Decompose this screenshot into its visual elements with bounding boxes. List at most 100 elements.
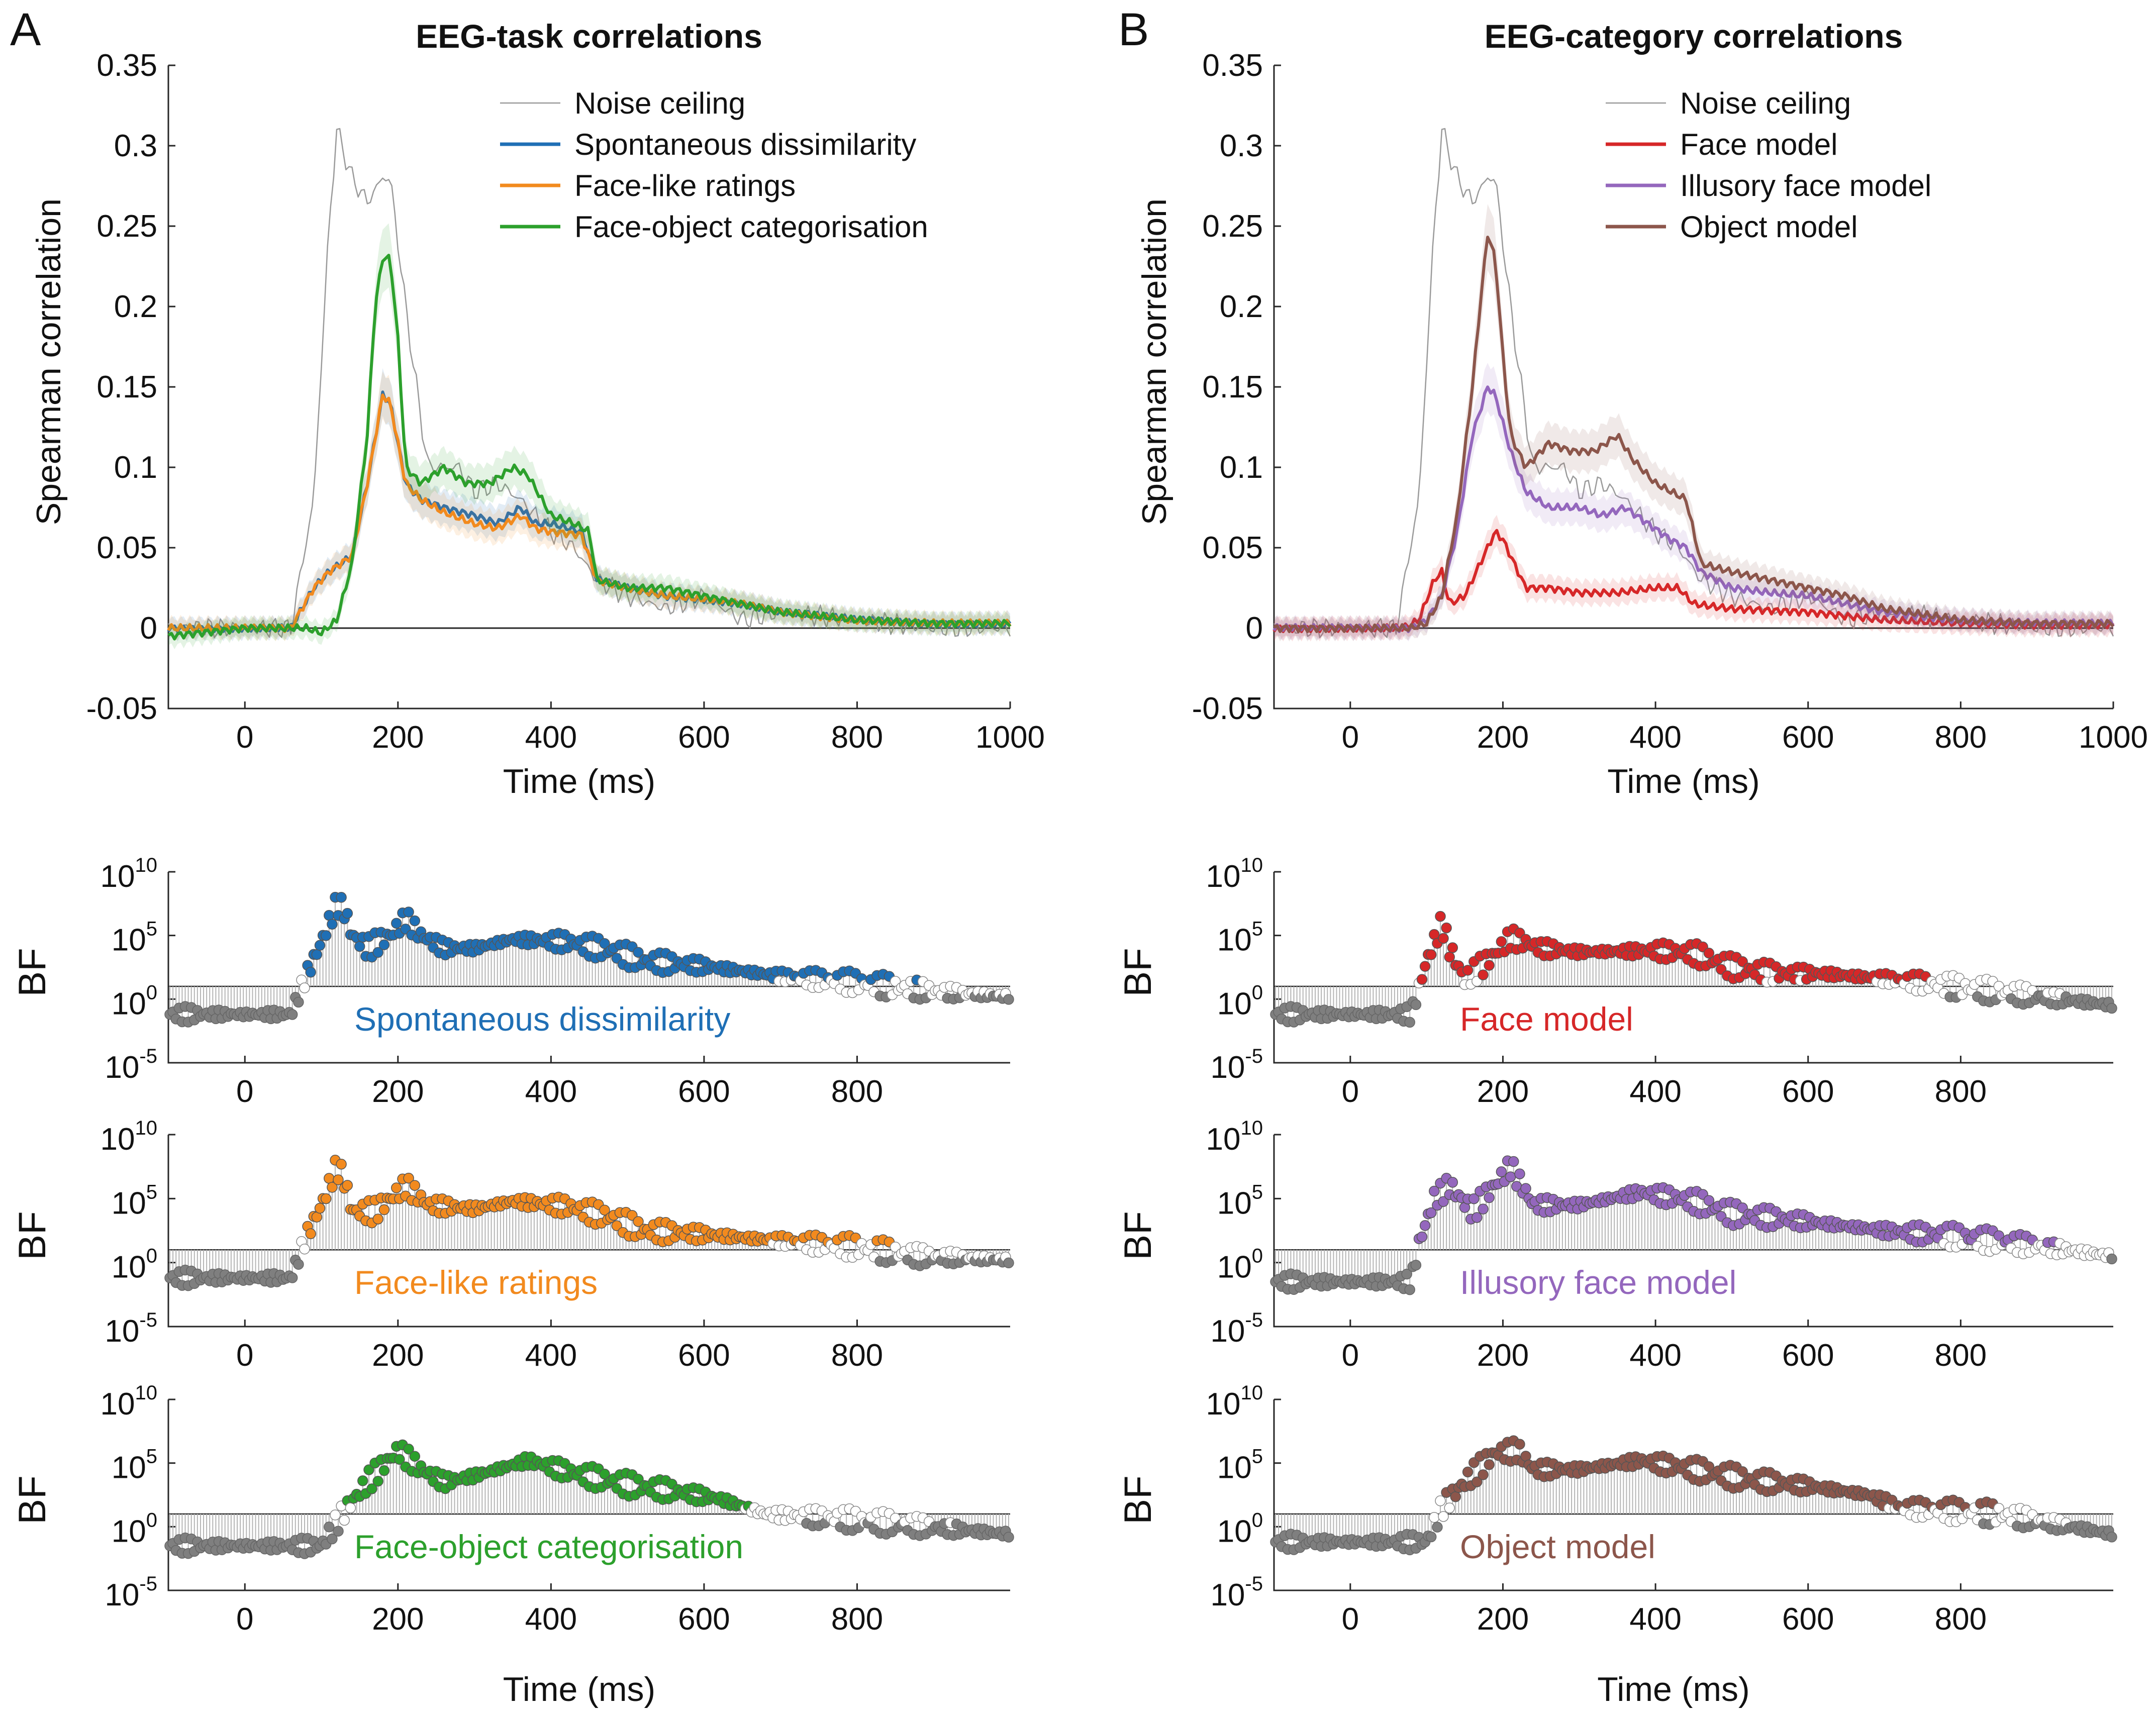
x-tick-label: 1000 bbox=[2079, 720, 2148, 755]
y-tick-label: 10-5 bbox=[105, 1573, 157, 1612]
x-tick-label: 600 bbox=[678, 1074, 730, 1109]
y-tick-label: 10-5 bbox=[1210, 1573, 1263, 1612]
bf-point bbox=[1484, 1459, 1495, 1470]
x-tick-label: 800 bbox=[1935, 1074, 1987, 1109]
bf-point bbox=[409, 915, 421, 927]
bf-point bbox=[342, 907, 353, 919]
y-tick-label: 0.35 bbox=[1202, 48, 1263, 83]
y-tick-label: 1010 bbox=[101, 854, 157, 894]
correlation-chart-b: -0.05 0 0.05 0.1 0.15 0.2 0.25 0.3 0.35 0 200 400 60… bbox=[1135, 48, 2148, 800]
y-tick-label: 10-5 bbox=[1210, 1045, 1263, 1085]
bf-point bbox=[633, 1216, 644, 1227]
bf-point bbox=[1472, 1476, 1483, 1487]
x-tick-label: 600 bbox=[1782, 720, 1834, 755]
bf-point bbox=[1450, 1491, 1461, 1502]
bf-point bbox=[1737, 1466, 1748, 1477]
x-tick-label: 600 bbox=[678, 1602, 730, 1637]
bf-point bbox=[305, 1228, 316, 1240]
y-tick-label: 0.35 bbox=[96, 48, 157, 83]
panel-letter-b: B bbox=[1118, 4, 1149, 55]
x-tick-label: 800 bbox=[1935, 1338, 1987, 1373]
y-tick-label: 0.05 bbox=[96, 531, 157, 565]
series-caption: Illusory face model bbox=[1460, 1264, 1736, 1301]
y-tick-label: 100 bbox=[112, 981, 157, 1021]
x-tick-label: 0 bbox=[236, 1602, 253, 1637]
bf-point bbox=[366, 1483, 377, 1494]
y-tick-label: 0 bbox=[140, 611, 157, 646]
bf-point bbox=[2106, 1002, 2117, 1014]
x-tick-label: 400 bbox=[525, 1074, 577, 1109]
panel-title-b: EEG-category correlations bbox=[1485, 18, 1903, 55]
series-caption: Object model bbox=[1460, 1528, 1655, 1565]
bf-point bbox=[1484, 960, 1495, 971]
bf-point bbox=[403, 1444, 414, 1455]
bf-chart-b2: 1010 105 100 10-5 0 200 400 600 800 BF Illusory fa… bbox=[1117, 1117, 2117, 1373]
x-tick-label: 0 bbox=[236, 1074, 253, 1109]
bf-point bbox=[330, 1509, 341, 1521]
y-tick-label: 0.2 bbox=[114, 289, 157, 324]
bf-point bbox=[327, 1533, 338, 1545]
bf-point bbox=[1468, 1193, 1480, 1204]
bf-point bbox=[1435, 1495, 1446, 1506]
bf-point bbox=[286, 1272, 298, 1283]
x-tick-label: 600 bbox=[1782, 1338, 1834, 1373]
bf-point bbox=[394, 1454, 405, 1465]
y-tick-label: 0.2 bbox=[1220, 289, 1263, 324]
y-tick-label: 100 bbox=[1217, 981, 1263, 1021]
y-tick-label: 105 bbox=[1217, 1446, 1263, 1485]
y-tick-label: 100 bbox=[112, 1245, 157, 1285]
bf-point bbox=[314, 1202, 326, 1214]
bf-chart-a3: 1010 105 100 10-5 0 200 400 600 800 BF Face-object… bbox=[11, 1382, 1014, 1637]
x-axis-label-bf-a: Time (ms) bbox=[503, 1670, 655, 1708]
bf-chart-b1: 1010 105 100 10-5 0 200 400 600 800 BF Face model bbox=[1117, 854, 2117, 1109]
y-tick-label: 105 bbox=[1217, 1181, 1263, 1221]
bf-points bbox=[1270, 911, 2117, 1028]
bf-point bbox=[305, 967, 316, 978]
ci-band bbox=[1274, 515, 2113, 642]
bf-point bbox=[1484, 1192, 1495, 1203]
x-tick-label: 800 bbox=[831, 720, 883, 755]
bf-point bbox=[1438, 1196, 1449, 1207]
bf-point bbox=[333, 1174, 344, 1185]
bf-point bbox=[1478, 969, 1489, 980]
x-tick-label: 400 bbox=[1629, 1602, 1681, 1637]
y-axis-label: Spearman correlation bbox=[1135, 198, 1173, 525]
series-caption: Face model bbox=[1460, 1000, 1633, 1038]
y-tick-label: 0.3 bbox=[1220, 129, 1263, 163]
bf-point bbox=[1478, 1203, 1489, 1215]
bf-point bbox=[1508, 1156, 1519, 1167]
y-tick-label: 105 bbox=[112, 1181, 157, 1221]
bf-point bbox=[1429, 1185, 1440, 1197]
x-tick-label: 800 bbox=[1935, 720, 1987, 755]
bf-point bbox=[327, 1182, 338, 1193]
bf-point bbox=[2106, 1532, 2117, 1543]
bf-point bbox=[1462, 965, 1474, 976]
bf-point bbox=[403, 1172, 414, 1184]
legend-entry: Face-object categorisation bbox=[574, 210, 928, 244]
x-axis-label: Time (ms) bbox=[503, 762, 655, 800]
y-axis-label: BF bbox=[11, 1211, 54, 1260]
x-tick-label: 0 bbox=[236, 720, 253, 755]
bf-point bbox=[1404, 1284, 1415, 1295]
bf-points bbox=[164, 1155, 1014, 1291]
ci-band bbox=[168, 371, 1010, 642]
series-caption: Face-object categorisation bbox=[354, 1528, 743, 1565]
x-tick-label: 200 bbox=[1477, 1338, 1529, 1373]
bf-point bbox=[336, 892, 347, 903]
y-axis-label: BF bbox=[1117, 948, 1159, 996]
y-axis-label: BF bbox=[11, 1475, 54, 1524]
series-line bbox=[1272, 529, 2115, 633]
bf-point bbox=[403, 906, 414, 918]
x-tick-label: 800 bbox=[831, 1074, 883, 1109]
x-tick-label: 0 bbox=[1342, 1074, 1359, 1109]
y-tick-label: 1010 bbox=[1206, 854, 1263, 894]
x-tick-label: 200 bbox=[1477, 1074, 1529, 1109]
bf-point bbox=[1416, 974, 1428, 985]
bf-point bbox=[1003, 1532, 1014, 1543]
bf-point bbox=[293, 1259, 304, 1270]
y-tick-label: 1010 bbox=[1206, 1117, 1263, 1157]
bf-point bbox=[1441, 922, 1452, 934]
legend-entry: Face-like ratings bbox=[574, 169, 796, 203]
bf-point bbox=[611, 1220, 623, 1232]
y-tick-label: 0.3 bbox=[114, 129, 157, 163]
